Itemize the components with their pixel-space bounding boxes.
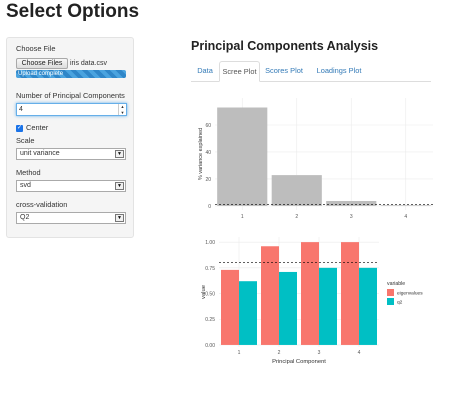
legend-label-eigenvalues: eigenvalues: [397, 291, 423, 297]
chevron-down-icon[interactable]: ▼: [115, 150, 124, 158]
upload-progress-bar: Upload complete: [16, 70, 126, 78]
y-tick-label: 40: [205, 150, 211, 156]
center-label: Center: [26, 123, 49, 132]
y-axis-label: % variance explained: [198, 128, 204, 180]
scale-select[interactable]: unit variance ▼: [16, 148, 126, 160]
tab-scree-plot[interactable]: Scree Plot: [219, 61, 260, 82]
method-value: svd: [20, 182, 31, 189]
x-tick-label: 2: [278, 350, 281, 356]
main-title: Principal Components Analysis: [191, 39, 379, 53]
x-tick-label: 1: [241, 214, 244, 220]
cv-value: Q2: [20, 214, 30, 221]
spinner-arrows-icon[interactable]: ▲ ▼: [118, 104, 126, 115]
x-tick-label: 2: [295, 214, 298, 220]
y-axis-label: value: [201, 285, 207, 299]
y-tick-label: 0.75: [205, 266, 215, 272]
x-tick-label: 4: [404, 214, 407, 220]
checkmark-icon: ✓: [16, 125, 23, 131]
x-tick-label: 4: [358, 350, 361, 356]
bar-eigenvalues-1: [221, 269, 239, 345]
y-tick-label: 1.00: [205, 240, 215, 246]
file-name: iris data.csv: [70, 60, 107, 67]
y-tick-label: 0.25: [205, 317, 215, 323]
eigen-q2-chart: 0.00 0.25 0.50 0.75 1.00 1 2 3 4 Principal Compon…: [201, 237, 423, 365]
legend-swatch-eigenvalues: [387, 289, 394, 296]
bar-q2-4: [359, 267, 377, 345]
file-label: Choose File: [16, 44, 56, 53]
upload-status: Upload complete: [18, 71, 64, 77]
center-checkbox[interactable]: ✓: [16, 125, 23, 132]
bar-pc-1: [217, 107, 268, 206]
bar-eigenvalues-4: [341, 242, 359, 345]
bar-q2-1: [239, 281, 257, 345]
method-select[interactable]: svd ▼: [16, 180, 126, 192]
bar-pc-2: [271, 175, 322, 206]
tab-scores-plot[interactable]: Scores Plot: [265, 66, 303, 75]
y-tick-label: 20: [205, 177, 211, 183]
legend-swatch-q2: [387, 298, 394, 305]
bar-eigenvalues-3: [301, 242, 319, 345]
bar-eigenvalues-2: [261, 246, 279, 345]
method-label: Method: [16, 168, 41, 177]
scree-plot-chart: 0 20 40 60 1 2 3 4 % variance explained: [198, 98, 433, 220]
bar-q2-2: [279, 271, 297, 345]
num-pc-value: 4: [19, 106, 23, 113]
cv-select[interactable]: Q2 ▼: [16, 212, 126, 224]
sidebar-panel: Choose File Choose Files iris data.csv U…: [6, 37, 134, 238]
tab-data[interactable]: Data: [197, 66, 213, 75]
legend-label-q2: q2: [397, 300, 403, 306]
choose-files-button[interactable]: Choose Files: [16, 58, 68, 69]
y-tick-label: 0: [208, 204, 211, 210]
bar-q2-3: [319, 267, 337, 345]
chevron-down-icon[interactable]: ▼: [115, 214, 124, 222]
y-tick-label: 0.00: [205, 343, 215, 349]
x-tick-label: 3: [350, 214, 353, 220]
num-pc-label: Number of Principal Components: [16, 91, 125, 100]
tab-bar: Data Scree Plot Scores Plot Loadings Plo…: [191, 61, 431, 82]
page-title: Select Options: [6, 1, 140, 22]
x-tick-label: 1: [238, 350, 241, 356]
scale-label: Scale: [16, 136, 35, 145]
tab-loadings-plot[interactable]: Loadings Plot: [316, 66, 362, 75]
bar-pc-3: [326, 200, 377, 206]
x-tick-label: 3: [318, 350, 321, 356]
y-tick-label: 60: [205, 123, 211, 129]
num-pc-input[interactable]: 4 ▲ ▼: [16, 103, 127, 116]
bar-pc-4: [380, 205, 431, 206]
scale-value: unit variance: [20, 150, 60, 157]
chevron-down-icon[interactable]: ▼: [115, 182, 124, 190]
cv-label: cross-validation: [16, 200, 68, 209]
x-axis-label: Principal Component: [272, 359, 326, 365]
y-tick-label: 0.50: [205, 292, 215, 298]
legend-title: variable: [387, 281, 405, 287]
